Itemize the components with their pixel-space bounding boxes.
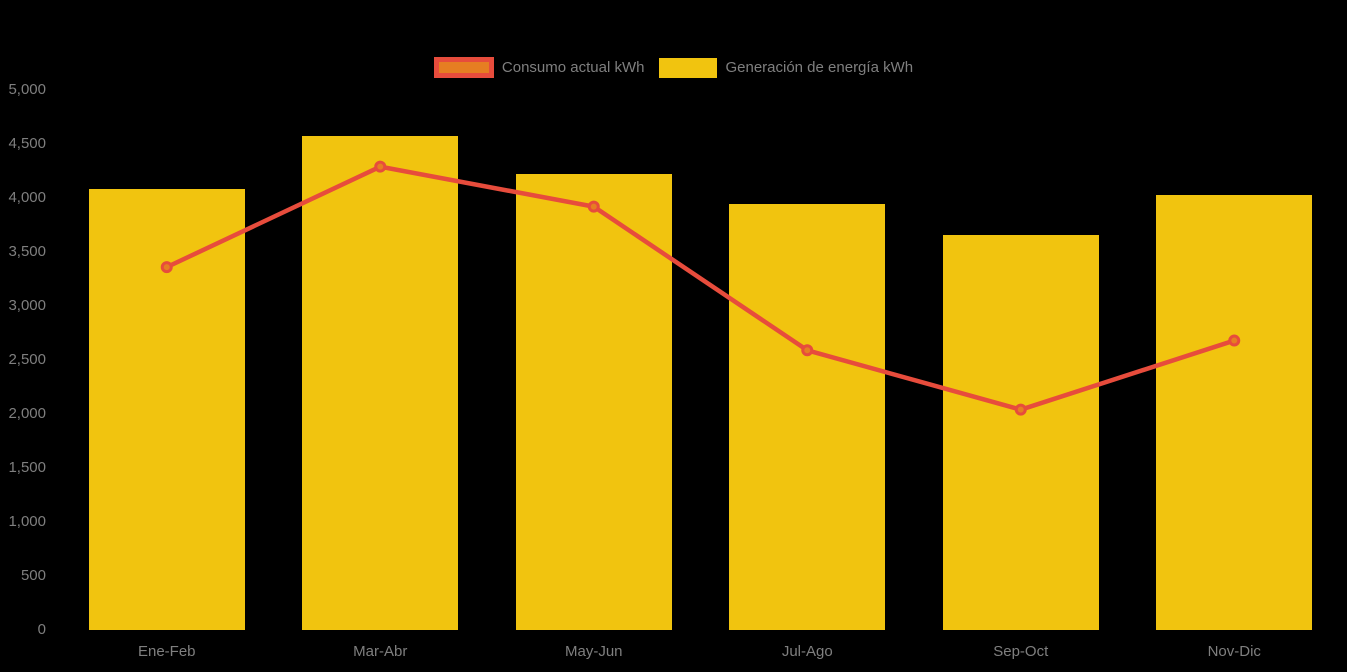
generation-bar bbox=[302, 136, 459, 630]
consumption-point bbox=[1228, 334, 1241, 347]
consumption-point bbox=[160, 261, 173, 274]
y-tick-label: 4,500 bbox=[8, 135, 46, 152]
y-tick-label: 2,000 bbox=[8, 405, 46, 422]
y-tick-label: 0 bbox=[37, 621, 46, 638]
consumption-point bbox=[801, 344, 814, 357]
y-tick-label: 1,500 bbox=[8, 459, 46, 476]
y-tick-label: 3,500 bbox=[8, 243, 46, 260]
y-tick-label: 500 bbox=[20, 567, 46, 584]
y-tick-label: 3,000 bbox=[8, 297, 46, 314]
generation-bar bbox=[515, 174, 672, 630]
x-axis-label: Ene-Feb bbox=[137, 643, 196, 660]
consumption-line-layer bbox=[160, 160, 1241, 416]
x-axis-label: Jul-Ago bbox=[781, 643, 833, 660]
legend-label-consumo-actual: Consumo actual kWh bbox=[501, 59, 645, 76]
legend-item-consumo-actual[interactable]: Consumo actual kWh bbox=[433, 57, 645, 78]
y-tick-label: 5,000 bbox=[8, 81, 46, 98]
x-axis-label: Sep-Oct bbox=[993, 643, 1049, 660]
chart-legend: Consumo actual kWh Generación de energía… bbox=[0, 57, 1347, 78]
y-tick-label: 1,000 bbox=[8, 513, 46, 530]
y-tick-label: 4,000 bbox=[8, 189, 46, 206]
generation-bar bbox=[942, 234, 1099, 630]
bar-series-swatch-icon bbox=[659, 57, 718, 78]
y-tick-label: 2,500 bbox=[8, 351, 46, 368]
plot-area bbox=[60, 90, 1341, 630]
x-axis-label: Mar-Abr bbox=[353, 643, 408, 660]
legend-item-generacion-energia[interactable]: Generación de energía kWh bbox=[659, 57, 914, 78]
consumption-line bbox=[164, 164, 1237, 412]
x-axis-label: May-Jun bbox=[564, 643, 623, 660]
consumption-point bbox=[374, 160, 387, 173]
consumption-point bbox=[1014, 403, 1027, 416]
consumption-point bbox=[587, 200, 600, 213]
x-axis-label: Nov-Dic bbox=[1207, 643, 1261, 660]
line-series-swatch-icon bbox=[433, 57, 494, 78]
generation-bar bbox=[1156, 194, 1313, 630]
generation-bar bbox=[729, 204, 886, 630]
legend-label-generacion-energia: Generación de energía kWh bbox=[725, 59, 914, 76]
